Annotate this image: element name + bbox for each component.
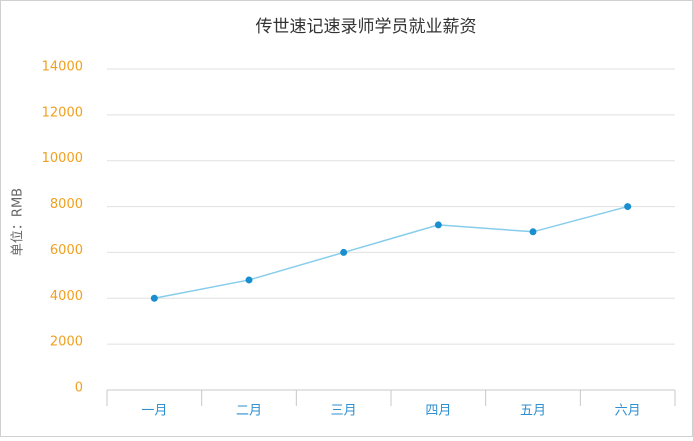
- y-axis-label: 单位：RMB: [11, 188, 26, 256]
- x-tick-label: 三月: [331, 404, 357, 419]
- x-tick-label: 六月: [615, 404, 641, 419]
- x-tick-label: 一月: [141, 404, 167, 419]
- y-tick-label: 12000: [42, 105, 83, 120]
- y-tick-label: 0: [75, 381, 83, 396]
- y-tick-label: 10000: [42, 151, 83, 166]
- x-tick-label: 五月: [520, 404, 546, 419]
- chart-title: 传世速记速录师学员就业薪资: [256, 17, 477, 37]
- point: [245, 276, 253, 284]
- y-tick-label: 2000: [50, 335, 83, 350]
- point: [150, 294, 158, 302]
- y-tick-label: 14000: [42, 60, 83, 75]
- y-tick-label: 8000: [50, 197, 83, 212]
- x-tick-label: 四月: [425, 404, 451, 419]
- point: [624, 203, 632, 211]
- line: [154, 205, 628, 300]
- point: [340, 248, 348, 256]
- point: [434, 221, 442, 229]
- y-tick-label: 6000: [50, 243, 83, 258]
- point: [529, 228, 537, 236]
- x-tick-label: 二月: [236, 404, 262, 419]
- y-tick-label: 4000: [50, 289, 83, 304]
